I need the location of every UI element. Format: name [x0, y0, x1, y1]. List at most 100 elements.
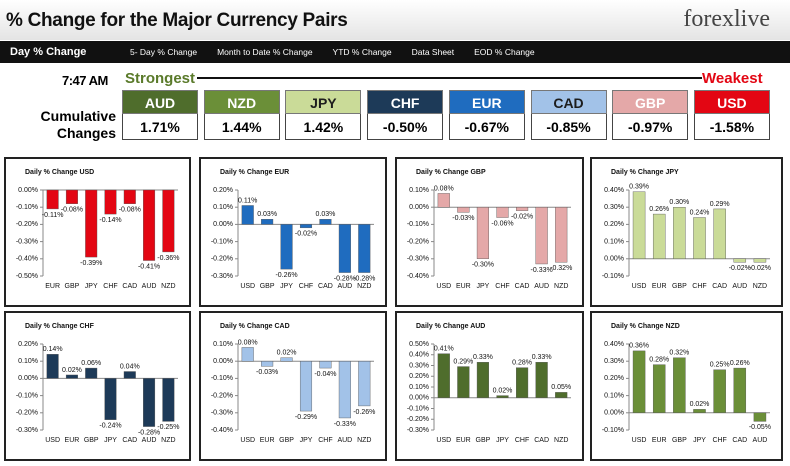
data-label: 0.06% — [81, 360, 101, 367]
data-label: -0.41% — [138, 263, 160, 270]
data-label: -0.03% — [452, 215, 474, 222]
bar — [123, 371, 136, 379]
bar — [476, 206, 489, 259]
data-label: 0.25% — [710, 362, 730, 369]
data-label: -0.33% — [334, 421, 356, 428]
y-tick-label: 0.10% — [409, 187, 429, 194]
data-label: -0.11% — [42, 212, 64, 219]
bar — [457, 366, 470, 398]
data-label: -0.14% — [99, 217, 121, 224]
cumulative-value: 1.42% — [285, 114, 362, 140]
data-label: -0.25% — [157, 424, 179, 431]
tab[interactable]: Data Sheet — [411, 47, 455, 57]
x-tick-label: USD — [45, 437, 60, 444]
data-label: 0.32% — [669, 350, 689, 357]
y-tick-label: 0.00% — [18, 187, 38, 194]
bar — [46, 354, 59, 379]
bar — [338, 224, 351, 273]
data-label: 0.39% — [629, 184, 649, 191]
chart-frame — [199, 157, 387, 307]
y-tick-label: 0.00% — [604, 256, 624, 263]
bar — [753, 258, 767, 263]
x-tick-label: EUR — [652, 283, 667, 290]
chart-title: Daily % Change JPY — [611, 169, 679, 176]
x-tick-label: JPY — [477, 283, 490, 290]
cumulative-value: 1.71% — [122, 114, 198, 140]
data-label: 0.28% — [512, 359, 532, 366]
data-label: -0.26% — [275, 272, 297, 279]
bar — [673, 206, 686, 259]
y-tick-label: 0.00% — [409, 204, 429, 211]
x-tick-label: AUD — [534, 283, 549, 290]
chart-title: Daily % Change CAD — [220, 323, 290, 330]
strongest-label: Strongest — [125, 70, 196, 87]
data-label: 0.03% — [315, 211, 335, 218]
tab[interactable]: EOD % Change — [474, 47, 535, 57]
y-tick-label: -0.20% — [407, 238, 429, 245]
currency-header: EUR — [448, 90, 525, 114]
x-tick-label: AUD — [337, 283, 352, 290]
x-tick-label: EUR — [65, 437, 80, 444]
x-tick-label: AUD — [732, 283, 747, 290]
data-label: -0.02% — [295, 231, 317, 238]
data-label: -0.39% — [80, 260, 102, 267]
bar — [319, 361, 332, 369]
x-tick-label: NZD — [161, 283, 175, 290]
bar — [338, 361, 351, 419]
x-tick-label: CAD — [712, 283, 727, 290]
data-label: 0.02% — [277, 350, 297, 357]
y-tick-label: 0.00% — [213, 221, 233, 228]
tab[interactable]: 5- Day % Change — [130, 47, 198, 57]
bar — [241, 347, 254, 362]
cumulative-value: -0.97% — [612, 114, 689, 140]
x-tick-label: AUD — [753, 437, 768, 444]
data-label: -0.06% — [491, 220, 513, 227]
x-tick-label: CHF — [712, 437, 726, 444]
x-tick-label: GBP — [65, 283, 80, 290]
x-tick-label: JPY — [300, 437, 313, 444]
y-tick-label: 0.30% — [409, 362, 429, 369]
y-tick-label: -0.40% — [211, 427, 233, 434]
bar — [713, 369, 726, 413]
currency-header: GBP — [612, 90, 689, 114]
data-label: -0.05% — [749, 424, 771, 431]
data-label: 0.33% — [473, 354, 493, 361]
cumulative-value: -1.58% — [693, 114, 770, 140]
logo[interactable]: forexlive — [683, 6, 770, 32]
data-label: -0.30% — [472, 262, 494, 269]
y-tick-label: 0.50% — [409, 341, 429, 348]
bar — [65, 189, 78, 204]
cumulative-value: 1.44% — [203, 114, 280, 140]
bar — [104, 378, 117, 420]
bar — [693, 217, 706, 260]
x-tick-label: JPY — [85, 283, 98, 290]
y-tick-label: -0.30% — [211, 273, 233, 280]
x-tick-label: NZD — [161, 437, 175, 444]
y-tick-label: -0.30% — [211, 410, 233, 417]
tab[interactable]: Month to Date % Change — [217, 47, 313, 57]
data-label: 0.11% — [238, 197, 257, 204]
tab[interactable]: Day % Change — [10, 46, 87, 58]
bar — [299, 361, 313, 412]
data-label: -0.02% — [749, 265, 771, 272]
x-tick-label: EUR — [45, 283, 60, 290]
bar — [632, 191, 646, 260]
y-tick-label: 0.40% — [409, 352, 429, 359]
bar — [358, 224, 371, 273]
x-tick-label: GBP — [84, 437, 99, 444]
y-tick-label: -0.30% — [407, 427, 429, 434]
tab[interactable]: YTD % Change — [332, 47, 392, 57]
data-label: 0.33% — [532, 354, 552, 361]
bar — [104, 189, 117, 215]
data-label: 0.29% — [453, 358, 473, 365]
bar — [733, 367, 747, 413]
data-label: -0.36% — [157, 255, 179, 262]
y-tick-label: 0.40% — [604, 341, 624, 348]
y-tick-label: -0.20% — [16, 221, 38, 228]
data-label: -0.08% — [119, 207, 141, 214]
bar — [358, 361, 371, 407]
y-tick-label: -0.30% — [16, 238, 38, 245]
time: 7:47 AM — [62, 73, 108, 88]
y-tick-label: -0.10% — [407, 405, 429, 412]
x-tick-label: CHF — [515, 437, 529, 444]
